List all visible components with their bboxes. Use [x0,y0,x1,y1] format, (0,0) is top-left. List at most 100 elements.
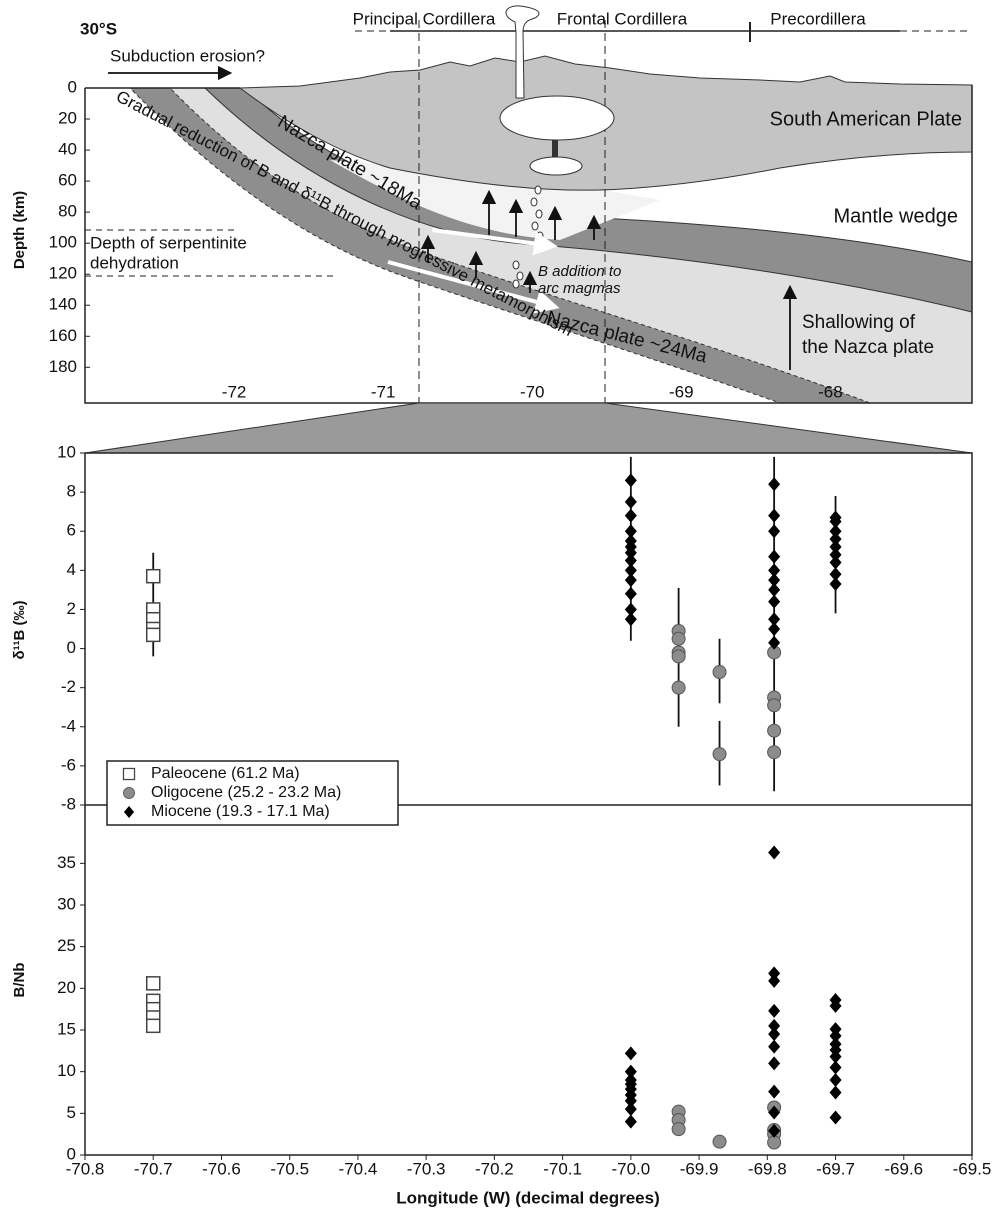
region-label: Precordillera [770,9,866,28]
x-tick-label: -69 [669,382,694,401]
point [830,577,842,591]
y-axis-label: B/Nb [11,963,28,998]
y-tick-label: 35 [57,853,76,872]
y-tick-label: 0 [68,77,77,96]
point [713,666,726,679]
y-tick-label: -6 [61,755,76,774]
y-tick-label: 180 [49,357,77,376]
x-tick-label: -70.4 [339,1159,378,1178]
y-tick-label: 10 [57,1061,76,1080]
point [713,1135,726,1148]
point [768,1136,781,1149]
annotation: Mantle wedge [833,205,958,227]
point [768,724,781,737]
y-axis-label: Depth (km) [11,191,28,269]
legend-marker [123,787,134,798]
x-tick-label: -70.5 [270,1159,309,1178]
figure: 30°S Principal Cordillera Frontal Cordil… [0,0,1003,1211]
point [672,1123,685,1136]
point [830,1111,842,1125]
annotation: Subduction erosion? [110,46,265,65]
annotation: South American Plate [770,108,962,130]
point [830,1086,842,1100]
latitude: 30°S [80,19,117,38]
legend-marker [123,768,134,779]
point [830,1073,842,1087]
point [768,524,780,538]
y-tick-label: 100 [49,233,77,252]
x-tick-label: -70.6 [202,1159,241,1178]
point [625,495,637,509]
annotation: arc magmas [538,280,621,297]
legend-label: Miocene (19.3 - 17.1 Ma) [151,803,330,820]
point [713,748,726,761]
region-label: Principal Cordillera [353,9,496,28]
point [625,573,637,587]
point [768,622,780,636]
point [830,1061,842,1075]
point [768,595,780,609]
point [625,1115,637,1129]
magma-chamber [500,96,614,140]
x-tick-label: -69.6 [884,1159,923,1178]
y-tick-label: 2 [67,599,76,618]
x-tick-label: -70.0 [611,1159,650,1178]
point [147,570,160,583]
point [147,977,160,990]
point [768,550,780,564]
point [768,1040,780,1054]
x-axis-label: Longitude (W) (decimal degrees) [396,1188,660,1207]
y-tick-label: 120 [49,264,77,283]
point [672,632,685,645]
point [768,1004,780,1018]
x-tick-label: -68 [818,382,843,401]
x-tick-label: -69.9 [680,1159,719,1178]
x-tick-label: -69.5 [953,1159,992,1178]
y-tick-label: 5 [67,1103,76,1122]
x-tick-label: -70.1 [543,1159,582,1178]
point [768,477,780,491]
magma-chamber [530,157,582,175]
y-tick-label: 80 [58,202,77,221]
y-tick-label: 60 [58,171,77,190]
legend-label: Oligocene (25.2 - 23.2 Ma) [151,784,341,801]
point [672,681,685,694]
x-tick-label: -70 [520,382,545,401]
point [768,699,781,712]
point [768,846,780,860]
y-tick-label: 25 [57,936,76,955]
point [672,650,685,663]
point [147,1019,160,1032]
annotation: Depth of serpentinite [90,233,247,252]
x-tick-label: -69.8 [748,1159,787,1178]
y-tick-label: -8 [61,794,76,813]
point [147,628,160,641]
legend-label: Paleocene (61.2 Ma) [151,765,300,782]
y-tick-label: 10 [57,442,76,461]
point [625,612,637,626]
x-tick-label: -70.3 [407,1159,446,1178]
y-tick-label: 140 [49,295,77,314]
point [768,1085,780,1099]
point [625,1046,637,1060]
point [625,1102,637,1116]
x-tick-label: -69.7 [816,1159,855,1178]
y-tick-label: -2 [61,677,76,696]
point [768,1027,780,1041]
annotation: Shallowing of [802,312,916,333]
x-tick-label: -70.8 [66,1159,105,1178]
y-tick-label: -4 [61,716,76,735]
point [768,746,781,759]
point [768,974,780,988]
y-tick-label: 30 [57,894,76,913]
point [768,1056,780,1070]
annotation: B addition to [538,263,621,280]
y-tick-label: 0 [67,638,76,657]
x-tick-label: -70.2 [475,1159,514,1178]
annotation: dehydration [90,253,179,272]
x-tick-label: -72 [222,382,247,401]
x-tick-label: -71 [371,382,396,401]
annotation: the Nazca plate [802,337,934,358]
y-tick-label: 20 [58,109,77,128]
y-tick-label: 40 [58,140,77,159]
